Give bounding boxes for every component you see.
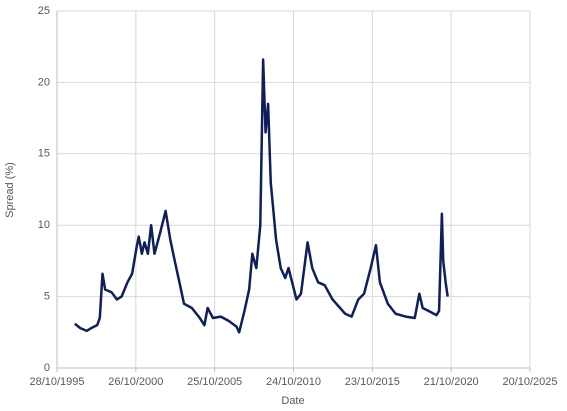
x-tick-label: 20/10/2025	[502, 376, 557, 388]
y-tick-label: 20	[38, 76, 50, 88]
x-tick-label: 24/10/2010	[266, 376, 321, 388]
y-tick-label: 25	[38, 5, 50, 17]
x-tick-label: 23/10/2015	[345, 376, 400, 388]
x-tick-label: 26/10/2000	[108, 376, 163, 388]
y-tick-label: 15	[38, 148, 50, 160]
line-series	[74, 58, 449, 334]
y-tick-label: 10	[38, 219, 50, 231]
x-tick-label: 21/10/2020	[424, 376, 479, 388]
y-axis-label: Spread (%)	[4, 162, 16, 218]
y-tick-label: 0	[44, 362, 50, 374]
y-tick-label: 5	[44, 291, 50, 303]
x-tick-label: 25/10/2005	[187, 376, 242, 388]
x-axis-label: Date	[281, 395, 304, 407]
x-tick-label: 28/10/1995	[29, 376, 84, 388]
